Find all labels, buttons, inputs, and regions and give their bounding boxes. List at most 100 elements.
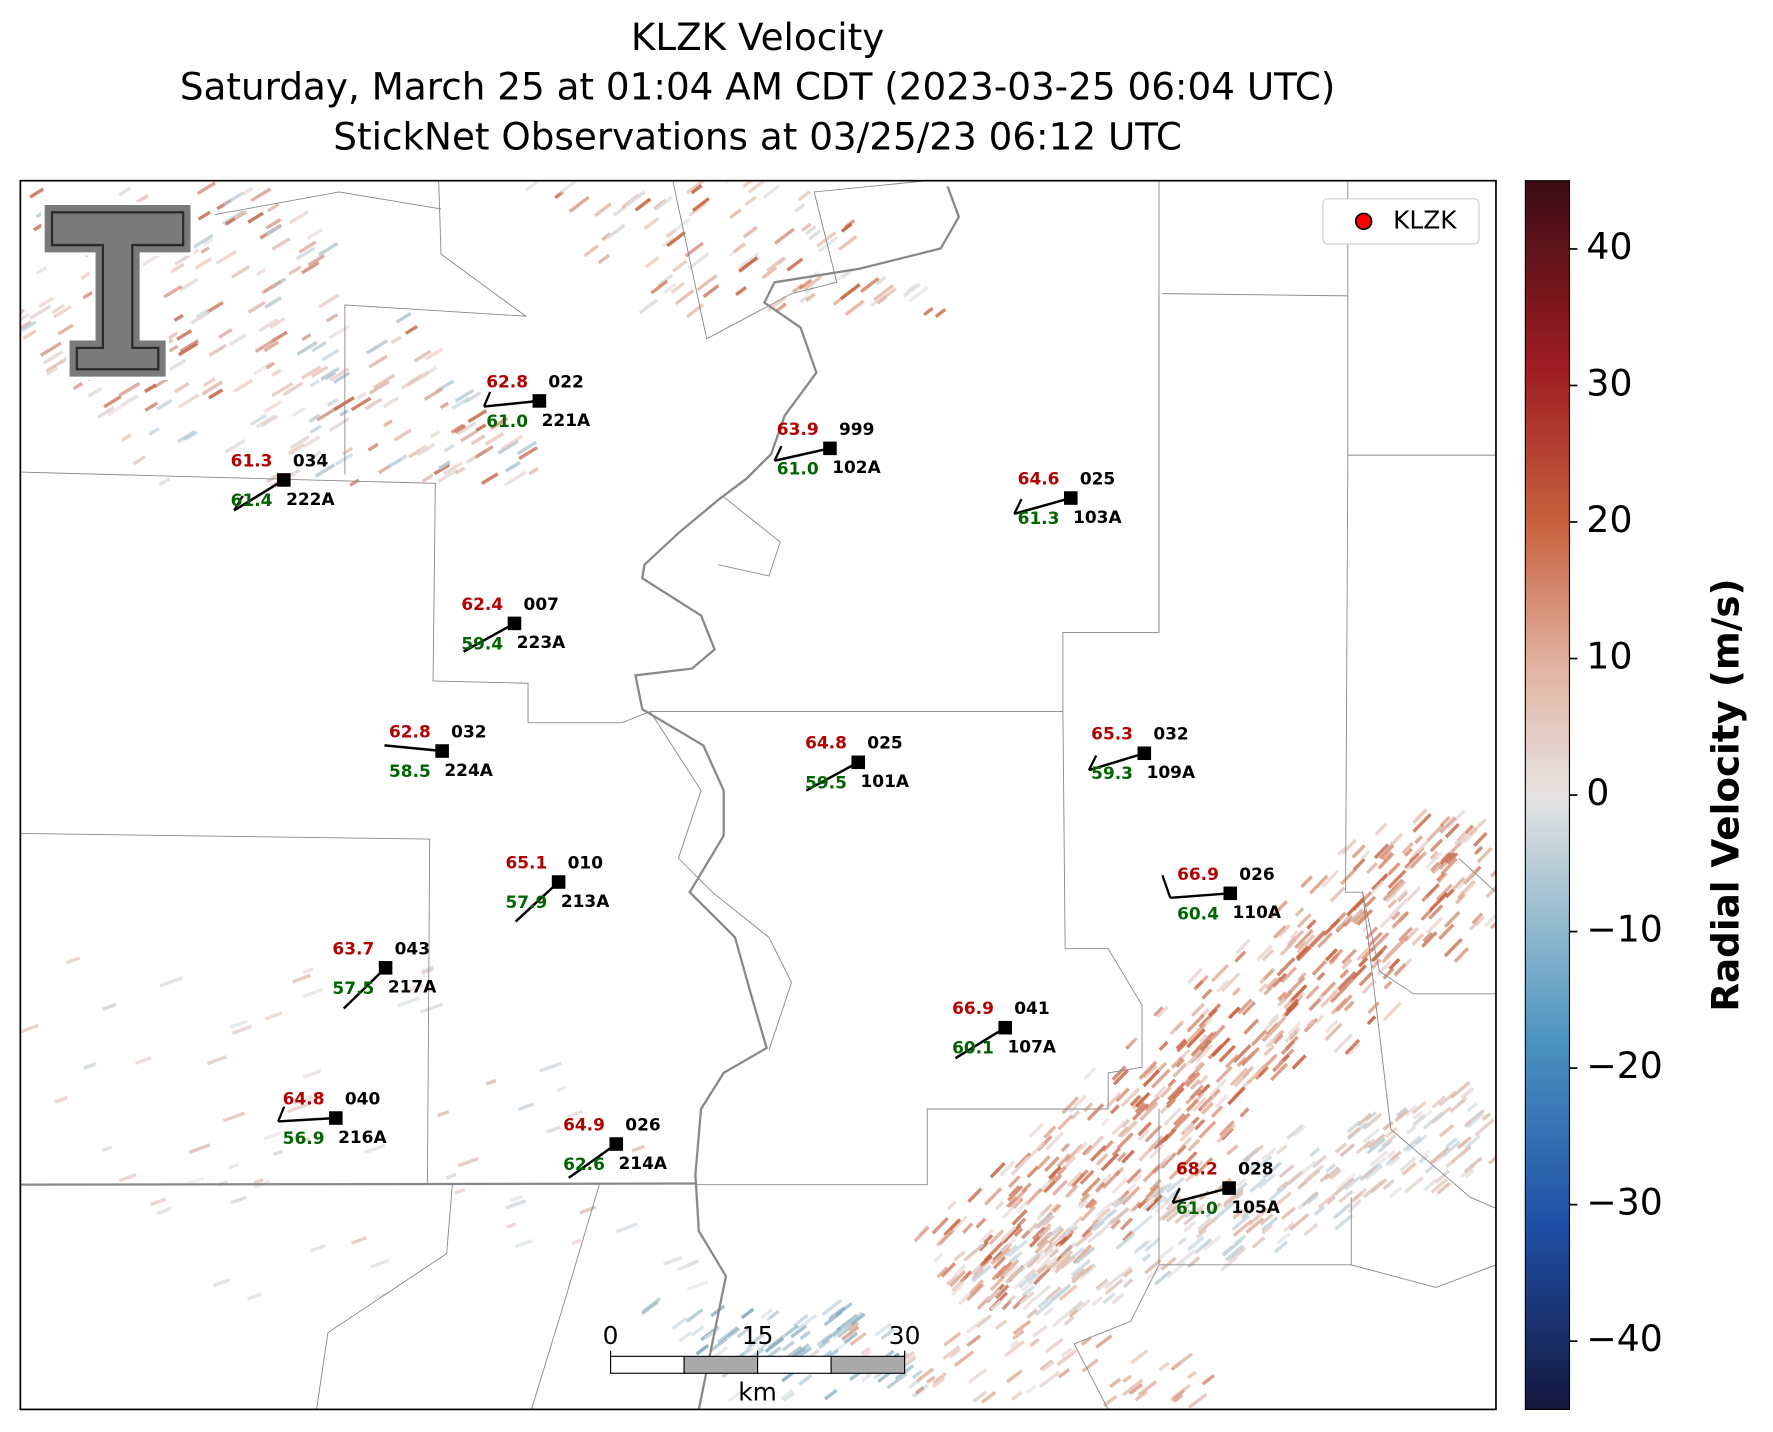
radar-gate: [1317, 1192, 1337, 1209]
station: 65.1 010 57.9 213A: [505, 852, 610, 923]
radar-gate: [1184, 1168, 1201, 1183]
radar-gate: [840, 222, 853, 233]
radar-gate: [685, 1308, 704, 1323]
station: 68.2 028 61.0 105A: [1171, 1159, 1281, 1218]
radar-gate: [1153, 1085, 1167, 1099]
radar-gate: [1465, 1112, 1485, 1129]
radar-gate: [949, 1215, 968, 1235]
radar-gate: [231, 1024, 253, 1035]
colorbar-tick-label: 20: [1586, 498, 1632, 541]
radar-gate: [311, 340, 327, 353]
radar-gate: [158, 477, 171, 487]
radar-gate: [202, 237, 214, 247]
radar-gate: [1111, 1292, 1125, 1305]
radar-gate: [1309, 1147, 1321, 1158]
wind-barb: [954, 1026, 1006, 1060]
station-marker: [1137, 746, 1152, 761]
radar-gate: [1367, 1001, 1380, 1014]
radar-gate: [470, 434, 486, 446]
radar-gate: [43, 350, 64, 365]
station-marker: [378, 961, 393, 975]
radar-gate: [1235, 938, 1251, 955]
radar-gate: [1287, 976, 1306, 995]
radar-gate: [1119, 1265, 1133, 1278]
radar-gate: [1464, 1134, 1481, 1150]
radar-gate: [382, 396, 399, 409]
radar-gate: [1343, 1000, 1355, 1012]
radar-gate: [1309, 930, 1327, 948]
radar-gate: [1295, 945, 1310, 960]
radar-gate: [206, 301, 224, 314]
radar-gate: [1357, 956, 1369, 968]
radar-gate: [1080, 1205, 1097, 1222]
radar-gate: [302, 987, 323, 999]
radar-gate: [480, 472, 499, 486]
radar-gate: [1387, 869, 1407, 889]
radar-gate: [1186, 1049, 1203, 1066]
radar-gate: [1149, 1178, 1162, 1192]
radar-gate: [1186, 1235, 1205, 1252]
radar-gate: [267, 202, 280, 213]
radar-gate: [1187, 967, 1203, 985]
radar-gate: [1381, 1134, 1397, 1148]
radar-gate: [990, 1300, 1003, 1311]
radar-gate: [1209, 1078, 1228, 1097]
radar-gate: [265, 224, 282, 237]
radar-gate: [1175, 1058, 1185, 1068]
radar-gate: [1070, 1246, 1085, 1260]
radar-gate: [1276, 1232, 1291, 1245]
radar-gate: [1294, 907, 1305, 917]
radar-gate: [766, 256, 786, 273]
radar-gate: [1231, 1214, 1250, 1231]
colorbar-tick-label: −10: [1586, 908, 1662, 951]
radar-gate: [1051, 1311, 1071, 1328]
radar-gate: [1260, 1147, 1277, 1162]
radar-gate: [1044, 1156, 1060, 1173]
radar-gate: [1256, 1208, 1267, 1218]
radar-gate: [45, 357, 68, 373]
radar-gate: [1022, 1297, 1036, 1311]
radar-gate: [173, 381, 190, 394]
radar-gate: [843, 1331, 859, 1344]
radar-gate: [1163, 1107, 1182, 1127]
radar-gate: [1050, 1229, 1071, 1248]
radar-gate: [1321, 869, 1340, 889]
radar-gate: [1269, 1062, 1289, 1082]
legend: KLZK: [1322, 198, 1480, 245]
radar-gate: [1173, 1393, 1184, 1403]
radar-gate: [1431, 1095, 1447, 1109]
radar-gate: [1358, 971, 1373, 987]
radar-gate: [456, 421, 477, 436]
radar-gate: [760, 1308, 774, 1320]
station: 64.8 025 59.5 101A: [805, 733, 910, 793]
radar-gate: [1269, 900, 1288, 920]
radar-gate: [263, 340, 280, 353]
radar-gate: [1104, 1278, 1124, 1296]
radar-gate: [156, 398, 173, 411]
radar-gate: [1044, 1248, 1054, 1257]
radar-gate: [1367, 931, 1383, 948]
radar-gate: [306, 450, 322, 462]
logo: [41, 201, 194, 381]
radar-gate: [311, 365, 329, 378]
radar-gate: [264, 1011, 283, 1021]
radar-gate: [1194, 1202, 1206, 1213]
wind-direction: 032: [1153, 724, 1188, 744]
radar-gate: [984, 1187, 1003, 1206]
radar-gate: [1165, 1176, 1185, 1194]
scale-tick-label: 15: [742, 1321, 774, 1350]
radar-gate: [1325, 1019, 1339, 1034]
radar-gate: [984, 1241, 1004, 1262]
radar-gate: [1060, 1142, 1071, 1153]
radar-gate: [735, 285, 747, 297]
radar-gate: [1362, 1128, 1380, 1144]
radar-gate: [942, 1345, 961, 1361]
radar-gate: [740, 1307, 755, 1320]
radar-gate: [1059, 1255, 1076, 1270]
radar-gate: [1102, 1292, 1117, 1305]
radar-gate: [1381, 850, 1393, 862]
radar-gate: [690, 184, 703, 195]
radar-gate: [1130, 1349, 1149, 1365]
wind-barb: [1013, 496, 1072, 516]
